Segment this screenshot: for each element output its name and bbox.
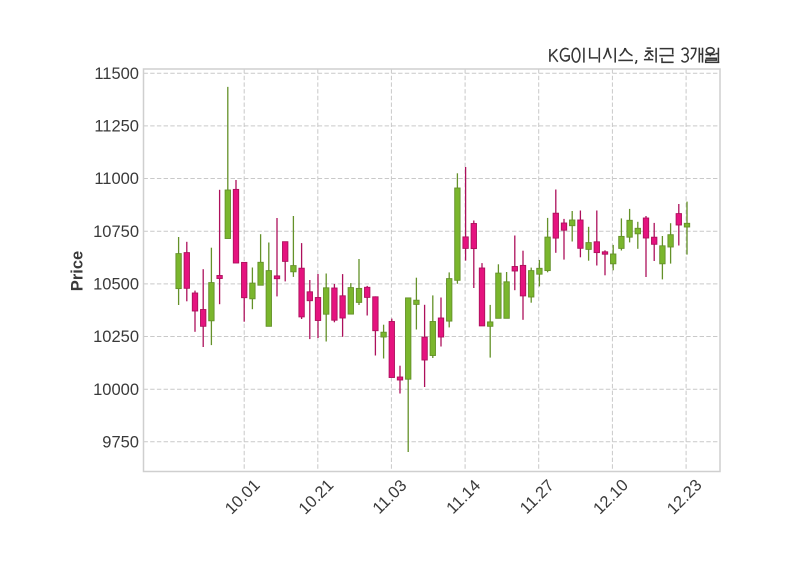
svg-text:10000: 10000 [93, 381, 139, 399]
svg-text:9750: 9750 [102, 434, 139, 452]
svg-text:11250: 11250 [94, 118, 139, 136]
svg-text:10500: 10500 [93, 276, 139, 294]
svg-text:10250: 10250 [93, 328, 139, 346]
svg-text:11000: 11000 [94, 170, 139, 188]
svg-text:Price: Price [68, 251, 86, 291]
svg-text:11500: 11500 [94, 65, 139, 83]
svg-text:10750: 10750 [93, 223, 139, 241]
